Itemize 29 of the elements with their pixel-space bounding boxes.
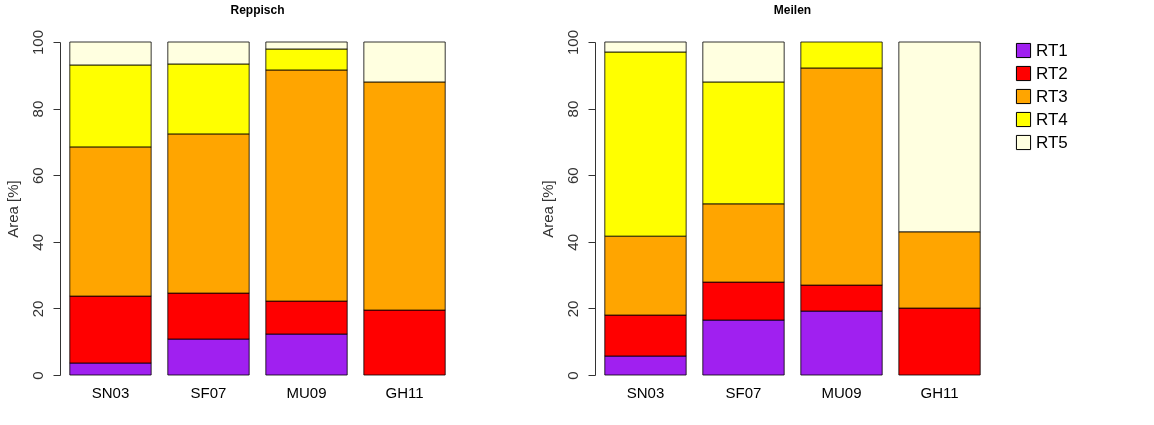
x-tick-label: MU09 (821, 383, 862, 401)
y-tick-label: 60 (28, 167, 46, 185)
y-tick-label: 80 (28, 100, 46, 118)
x-tick-label: SN03 (91, 383, 130, 401)
x-tick-label: MU09 (286, 383, 327, 401)
y-tick-label: 100 (563, 29, 581, 56)
y-axis-title: Area [%] (538, 180, 556, 238)
chart-title: Meilen (773, 3, 812, 18)
x-tick-label: SF07 (190, 383, 227, 401)
legend-label: RT2 (1036, 63, 1068, 83)
y-tick-label: 60 (563, 167, 581, 185)
y-tick-label: 100 (28, 29, 46, 56)
y-tick-label: 40 (28, 233, 46, 251)
y-tick-label: 20 (28, 300, 46, 318)
legend-label: RT5 (1036, 132, 1068, 152)
y-tick-label: 40 (563, 233, 581, 251)
y-tick-label: 0 (563, 371, 581, 380)
y-tick-label: 20 (563, 300, 581, 318)
legend-label: RT3 (1036, 86, 1068, 106)
legend-label: RT1 (1036, 40, 1068, 60)
x-tick-label: SN03 (626, 383, 665, 401)
y-tick-label: 0 (28, 371, 46, 380)
y-axis-title: Area [%] (3, 180, 21, 238)
x-tick-label: SF07 (725, 383, 762, 401)
x-tick-label: GH11 (920, 383, 959, 401)
chart-title: Reppisch (230, 3, 285, 18)
x-tick-label: GH11 (385, 383, 424, 401)
y-tick-label: 80 (563, 100, 581, 118)
legend-label: RT4 (1036, 109, 1068, 129)
